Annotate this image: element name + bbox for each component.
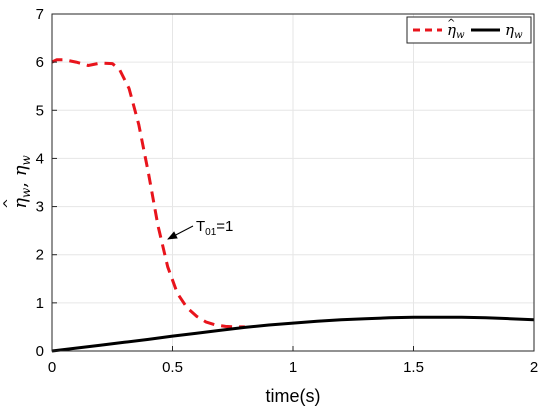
annotation: T01=1: [167, 218, 233, 240]
legend-label-actual: ηw: [505, 21, 523, 41]
y-tick-label: 3: [36, 199, 44, 216]
y-tick-label: 7: [36, 6, 44, 23]
y-tick-label: 6: [36, 54, 44, 71]
x-axis-label: time(s): [266, 386, 321, 406]
legend-hat-estimate: ^: [447, 18, 455, 29]
y-tick-label: 5: [36, 102, 44, 119]
series-layer: [51, 58, 535, 353]
x-tick-label: 1.5: [403, 359, 424, 376]
annotation-arrow: [167, 225, 194, 240]
series-line-actual: [51, 315, 535, 353]
y-tick-label: 0: [36, 343, 44, 360]
ylabel-hat: ^: [2, 198, 17, 209]
annotation-text: T01=1: [196, 218, 233, 238]
y-tick-label: 1: [36, 295, 44, 312]
ticks: 0 0.5 1 1.5 2 0 1 2 3 4 5 6 7: [36, 6, 539, 376]
legend-label-estimate: ηw: [447, 21, 465, 41]
y-tick-label: 2: [36, 247, 44, 264]
legend: ηw ^ ηw: [406, 16, 532, 44]
x-tick-label: 1: [289, 359, 297, 376]
series-line-estimate: [51, 58, 245, 329]
x-tick-label: 2: [530, 359, 538, 376]
grid: [52, 14, 534, 351]
y-tick-label: 4: [36, 150, 44, 167]
svg-text:ηw, ηw: ηw, ηw: [10, 154, 33, 208]
x-tick-label: 0.5: [162, 359, 183, 376]
y-axis-label: ηw, ηw ^: [2, 154, 33, 209]
x-tick-label: 0: [48, 359, 56, 376]
